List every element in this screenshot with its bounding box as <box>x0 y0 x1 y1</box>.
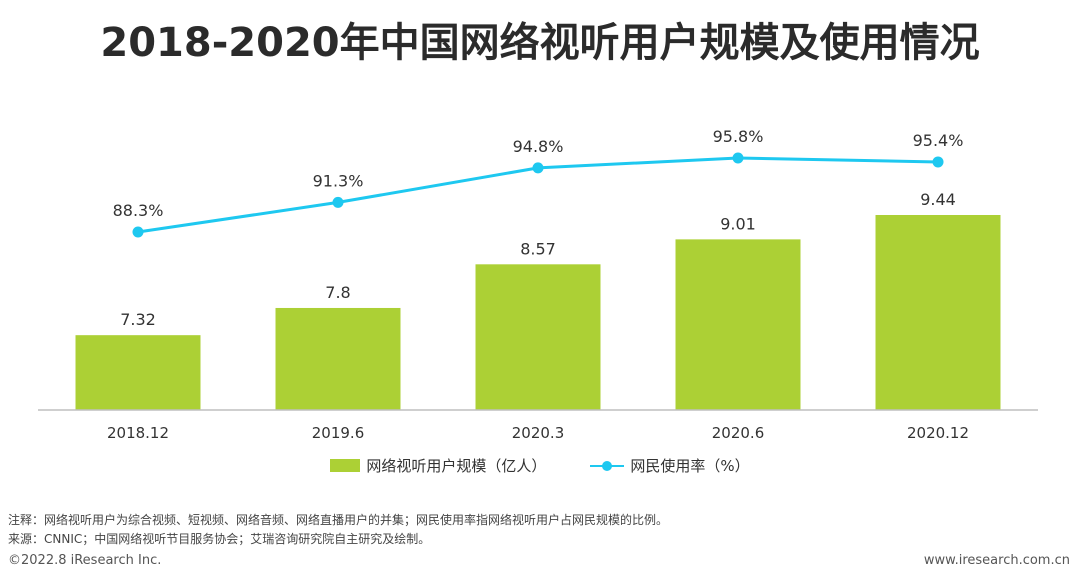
line-label-2019.6: 91.3% <box>313 171 364 190</box>
x-tick-2020.3: 2020.3 <box>512 424 565 442</box>
bar-label-2020.6: 9.01 <box>720 214 756 233</box>
bar-label-2019.6: 7.8 <box>325 283 350 302</box>
bar-label-2020.3: 8.57 <box>520 239 556 258</box>
bar-2019.6 <box>275 307 401 410</box>
line-label-2020.12: 95.4% <box>913 131 964 150</box>
legend-item-bar: 网络视听用户规模（亿人） <box>330 455 546 476</box>
x-tick-2020.6: 2020.6 <box>712 424 765 442</box>
x-tick-2019.6: 2019.6 <box>312 424 365 442</box>
bar-2020.6 <box>675 239 801 410</box>
chart-legend: 网络视听用户规模（亿人） 网民使用率（%） <box>0 455 1080 476</box>
chart-source: 来源：CNNIC；中国网络视听节目服务协会；艾瑞咨询研究院自主研究及绘制。 <box>8 532 431 546</box>
chart-title: 2018-2020年中国网络视听用户规模及使用情况 <box>100 20 980 66</box>
bar-2020.12 <box>875 215 1001 410</box>
bar-label-2020.12: 9.44 <box>920 190 956 209</box>
bar-label-2018.12: 7.32 <box>120 310 156 329</box>
line-point-2019.6 <box>332 196 344 208</box>
copyright: ©2022.8 iResearch Inc. <box>8 553 162 568</box>
line-point-2020.3 <box>532 162 544 174</box>
line-point-2020.6 <box>732 152 744 164</box>
bar-2020.3 <box>475 264 601 410</box>
line-point-2018.12 <box>132 226 144 238</box>
line-label-2020.3: 94.8% <box>513 137 564 156</box>
bar-2018.12 <box>75 335 201 410</box>
legend-label-bar: 网络视听用户规模（亿人） <box>366 457 547 475</box>
website-link[interactable]: www.iresearch.com.cn <box>923 553 1070 568</box>
line-label-2018.12: 88.3% <box>113 201 164 220</box>
x-tick-2018.12: 2018.12 <box>107 424 169 442</box>
chart-note: 注释：网络视听用户为综合视频、短视频、网络音频、网络直播用户的并集；网民使用率指… <box>8 513 669 527</box>
line-label-2020.6: 95.8% <box>713 127 764 146</box>
legend-swatch-line <box>590 459 625 473</box>
legend-swatch-bar <box>330 459 361 472</box>
line-point-2020.12 <box>932 156 944 168</box>
legend-item-line: 网民使用率（%） <box>590 455 750 476</box>
legend-label-line: 网民使用率（%） <box>630 457 750 475</box>
x-tick-2020.12: 2020.12 <box>907 424 969 442</box>
